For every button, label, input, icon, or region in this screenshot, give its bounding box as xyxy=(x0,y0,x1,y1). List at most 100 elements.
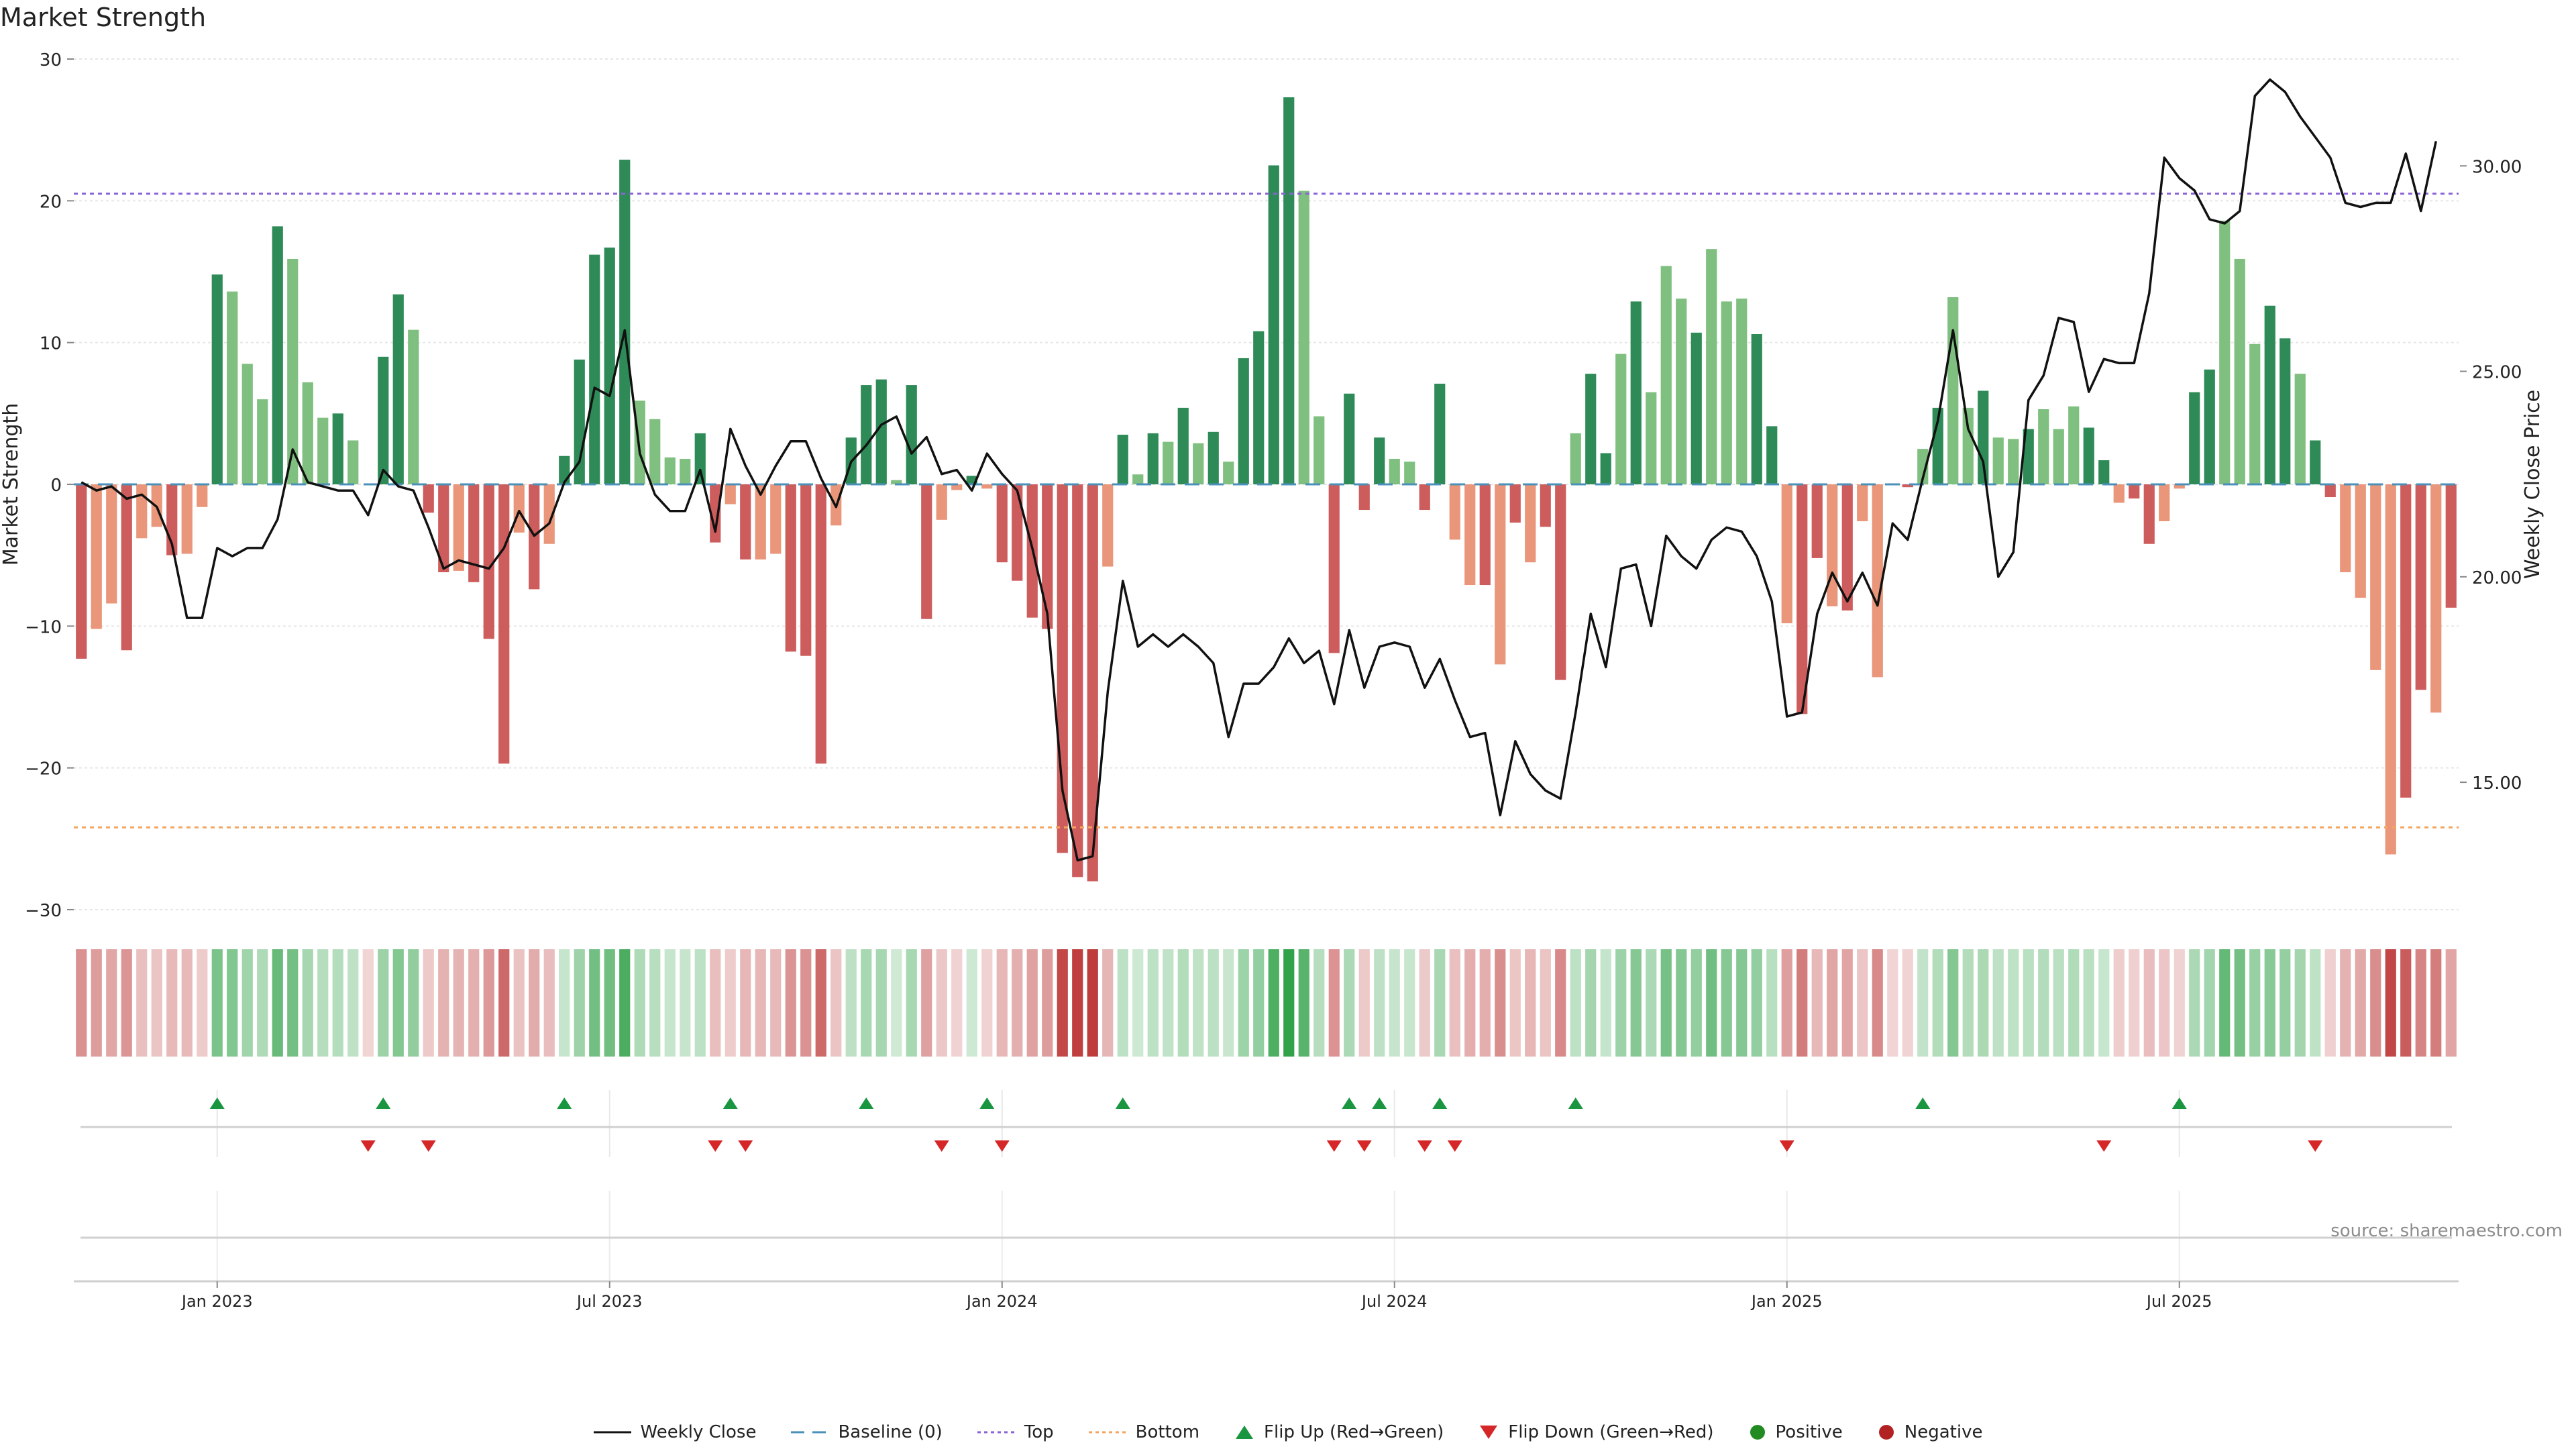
strength-bar xyxy=(1585,374,1597,484)
strength-bar xyxy=(1555,484,1566,680)
heat-cell xyxy=(1495,949,1506,1057)
strength-bar xyxy=(2038,409,2049,484)
heat-cell xyxy=(1102,949,1114,1057)
strength-bar xyxy=(423,484,434,513)
legend-label: Top xyxy=(1024,1422,1054,1442)
strength-bar xyxy=(1404,462,1415,484)
strength-bar xyxy=(740,484,751,560)
heat-cell xyxy=(2445,949,2457,1057)
strength-bar xyxy=(2219,220,2231,484)
heat-cell xyxy=(1434,949,1446,1057)
heat-cell xyxy=(332,949,343,1057)
heat-cell xyxy=(543,949,555,1057)
strength-bar xyxy=(906,385,917,484)
heat-cell xyxy=(1525,949,1536,1057)
legend-label: Baseline (0) xyxy=(838,1422,943,1442)
strength-bar xyxy=(604,248,615,484)
flip-down-marker xyxy=(934,1140,949,1152)
strength-bar xyxy=(197,484,208,507)
strength-bar xyxy=(755,484,766,560)
heat-cell xyxy=(1358,949,1370,1057)
strength-bar xyxy=(1389,458,1400,484)
strength-bar xyxy=(996,484,1008,563)
strength-bar xyxy=(2324,484,2336,498)
heat-cell xyxy=(2143,949,2155,1057)
strength-bar xyxy=(2008,439,2019,484)
heat-cell xyxy=(740,949,751,1057)
strength-bar xyxy=(1676,299,1687,484)
heat-cell xyxy=(875,949,887,1057)
strength-bar xyxy=(2264,305,2275,484)
heat-cell xyxy=(1857,949,1868,1057)
heat-cell xyxy=(1012,949,1023,1057)
heat-cell xyxy=(1072,949,1083,1057)
strength-bar xyxy=(1630,301,1642,484)
strength-bar xyxy=(1811,484,1823,558)
strength-bar xyxy=(2355,484,2366,598)
weekly-close-line xyxy=(80,78,2438,862)
strength-bar xyxy=(2204,369,2215,484)
flip-down-marker xyxy=(2308,1140,2323,1152)
heat-strip xyxy=(76,949,2457,1057)
heat-cell xyxy=(166,949,178,1057)
heat-cell xyxy=(2068,949,2080,1057)
y2-tick-label: 30.00 xyxy=(2472,157,2522,177)
heat-cell xyxy=(468,949,480,1057)
heat-cell xyxy=(906,949,917,1057)
y-tick-label: −30 xyxy=(25,901,62,921)
strength-bar xyxy=(1479,484,1491,586)
heat-cell xyxy=(800,949,812,1057)
heat-cell xyxy=(272,949,283,1057)
heat-cell xyxy=(1177,949,1189,1057)
strength-bar xyxy=(2370,484,2381,670)
heat-cell xyxy=(2174,949,2185,1057)
strength-bar xyxy=(2189,392,2200,484)
y-axis-label: Market Strength xyxy=(0,403,23,566)
flip-down-marker xyxy=(708,1140,723,1152)
heat-cell xyxy=(227,949,238,1057)
heat-cell xyxy=(2385,949,2396,1057)
heat-cell xyxy=(1208,949,1219,1057)
heat-cell xyxy=(408,949,419,1057)
heat-cell xyxy=(861,949,872,1057)
strength-bar xyxy=(1374,437,1385,484)
source-note: source: sharemaestro.com xyxy=(2330,1221,2563,1241)
reference-lines xyxy=(74,193,2459,828)
heat-cell xyxy=(755,949,766,1057)
strength-bar xyxy=(468,484,480,582)
strength-bar xyxy=(1208,431,1219,484)
heat-cell xyxy=(2249,949,2261,1057)
heat-cell xyxy=(1374,949,1385,1057)
strength-bar xyxy=(1132,474,1144,484)
strength-bar xyxy=(483,484,494,639)
strength-bar xyxy=(302,382,313,484)
strength-bar xyxy=(1509,484,1521,523)
flip-up-marker xyxy=(1432,1097,1448,1109)
heat-cell xyxy=(845,949,857,1057)
strength-bar xyxy=(1117,435,1128,484)
strength-bar xyxy=(1902,484,1913,488)
strength-bar xyxy=(378,356,389,484)
heat-cell xyxy=(106,949,117,1057)
flip-up-marker xyxy=(209,1097,225,1109)
strength-bar xyxy=(1223,462,1234,484)
heat-cell xyxy=(2234,949,2245,1057)
heat-cell xyxy=(1147,949,1159,1057)
strength-bar xyxy=(770,484,782,554)
heat-cell xyxy=(1630,949,1642,1057)
chart-title: Market Strength xyxy=(0,3,207,32)
strength-bar xyxy=(211,274,223,484)
heat-cell xyxy=(2053,949,2064,1057)
y2-tick-label: 15.00 xyxy=(2472,773,2522,794)
heat-cell xyxy=(830,949,842,1057)
strength-bar xyxy=(1419,484,1430,511)
heat-cell xyxy=(1268,949,1279,1057)
heat-cell xyxy=(483,949,494,1057)
heat-cell xyxy=(317,949,329,1057)
heat-cell xyxy=(91,949,102,1057)
heat-cell xyxy=(2038,949,2049,1057)
flip-up-marker xyxy=(1568,1097,1583,1109)
strength-bar xyxy=(1193,443,1204,484)
strength-bar xyxy=(2068,406,2080,484)
strength-bar xyxy=(227,291,238,484)
